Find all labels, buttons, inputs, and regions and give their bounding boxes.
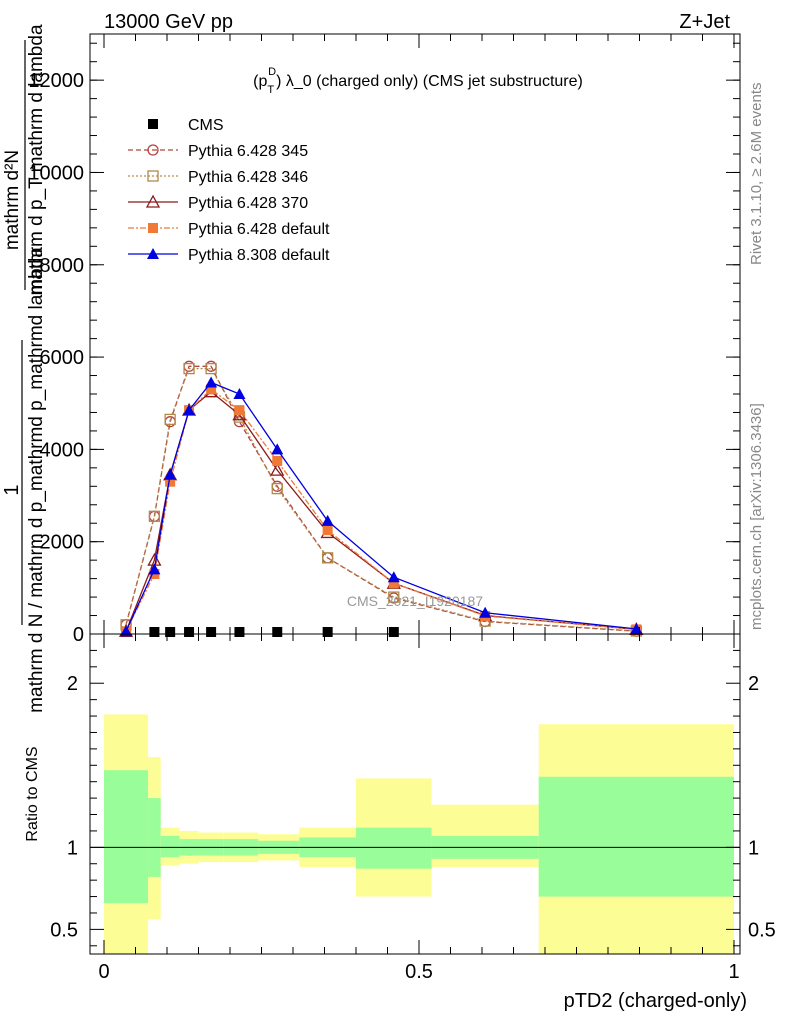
data-point xyxy=(165,476,176,487)
ratio-y-tick-label-right: 2 xyxy=(748,673,759,695)
ratio-band-green xyxy=(148,798,161,877)
y-label-den: mathrm d N / mathrm d p_mathrmd p_mathrm… xyxy=(26,247,47,713)
x-axis-label: pTD2 (charged-only) xyxy=(564,990,747,1012)
data-point xyxy=(205,376,218,388)
data-point xyxy=(183,404,196,416)
data-point xyxy=(388,591,400,603)
data-point xyxy=(184,627,195,637)
legend-label: Pythia 8.308 default xyxy=(188,247,330,264)
legend-marker xyxy=(148,119,158,129)
data-point xyxy=(165,627,176,637)
ratio-panel xyxy=(90,714,740,954)
ratio-band-green xyxy=(104,770,149,904)
x-tick-label: 0 xyxy=(98,961,109,983)
ratio-y-tick-label: 0.5 xyxy=(50,919,78,941)
data-point xyxy=(322,627,333,637)
x-tick-label: 1 xyxy=(728,961,739,983)
data-point xyxy=(272,627,283,637)
data-point xyxy=(387,571,400,583)
ratio-y-label: Ratio to CMS xyxy=(24,746,41,841)
header-process: Z+Jet xyxy=(679,11,730,33)
data-point xyxy=(148,510,161,522)
series-line xyxy=(125,367,637,632)
main-y-label: 1 mathrm d N / mathrm d p_mathrmd p_math… xyxy=(1,24,47,713)
legend-marker xyxy=(147,144,159,156)
ratio-band-green xyxy=(538,776,734,897)
data-point xyxy=(148,563,161,575)
data-point xyxy=(233,388,246,399)
ratio-band-green xyxy=(160,835,180,858)
data-point xyxy=(322,525,333,536)
legend: CMS Pythia 6.428 345 Pythia 6.428 346 Pythi… xyxy=(128,117,330,264)
rivet-label: Rivet 3.1.10, ≥ 2.6M events xyxy=(748,83,765,266)
y-tick-label: 10000 xyxy=(28,162,84,184)
data-point xyxy=(120,625,133,637)
data-point xyxy=(479,606,492,618)
legend-label: CMS xyxy=(188,117,224,134)
data-point xyxy=(388,627,399,637)
data-point xyxy=(271,443,284,455)
main-axes: 0 2000 4000 6000 8000 10000 12000 xyxy=(28,34,740,646)
y-label-num: 1 xyxy=(1,484,23,495)
legend-marker xyxy=(147,170,159,182)
ratio-band-green xyxy=(356,827,432,869)
series-line xyxy=(125,365,637,632)
y-tick-label: 12000 xyxy=(28,70,84,92)
ratio-frame xyxy=(89,633,741,955)
series-0 xyxy=(121,627,399,637)
main-series-group xyxy=(118,360,644,637)
y-label-den2: mathrm d p_T mathrm d lambda xyxy=(26,24,47,295)
y-tick-label: 4000 xyxy=(40,439,85,461)
data-point xyxy=(321,514,334,526)
legend-marker xyxy=(145,194,161,208)
data-point xyxy=(205,362,217,375)
data-point xyxy=(234,405,245,416)
data-point xyxy=(234,627,245,637)
ratio-y-tick-label: 1 xyxy=(67,837,78,859)
legend-label: Pythia 6.428 default xyxy=(188,221,330,238)
data-point xyxy=(164,468,177,480)
header-energy: 13000 GeV pp xyxy=(104,11,233,33)
y-tick-label: 6000 xyxy=(40,347,85,369)
y-label-num2: mathrm d²N xyxy=(2,150,23,250)
y-tick-label: 2000 xyxy=(40,532,85,554)
data-point xyxy=(206,384,217,395)
y-tick-label: 8000 xyxy=(40,255,85,277)
data-point xyxy=(388,578,399,589)
data-point xyxy=(271,482,283,495)
data-point xyxy=(149,627,160,637)
plot-title: (pTD) λ_0 (charged only) (CMS jet substr… xyxy=(253,66,583,96)
ratio-y-tick-label-right: 1 xyxy=(748,837,759,859)
legend-marker xyxy=(147,248,159,259)
data-point xyxy=(206,627,217,637)
legend-marker xyxy=(148,223,158,233)
data-point xyxy=(164,413,176,426)
data-point xyxy=(183,362,195,375)
legend-label: Pythia 6.428 370 xyxy=(188,195,308,212)
data-point xyxy=(272,455,283,466)
x-tick-label: 0.5 xyxy=(405,961,433,983)
data-point xyxy=(321,552,334,564)
legend-label: Pythia 6.428 345 xyxy=(188,143,308,160)
y-tick-label: 0 xyxy=(73,624,84,646)
data-point xyxy=(270,462,285,476)
ratio-axes: 0.5 0.5 1 1 2 2 0 0.5 1 xyxy=(50,634,776,983)
mcplots-label: mcplots.cern.ch [arXiv:1306.3436] xyxy=(748,403,765,630)
ratio-y-tick-label: 2 xyxy=(67,673,78,695)
analysis-watermark: CMS_2021_I1920187 xyxy=(347,593,483,609)
ratio-y-tick-label-right: 0.5 xyxy=(748,919,776,941)
legend-label: Pythia 6.428 346 xyxy=(188,169,308,186)
